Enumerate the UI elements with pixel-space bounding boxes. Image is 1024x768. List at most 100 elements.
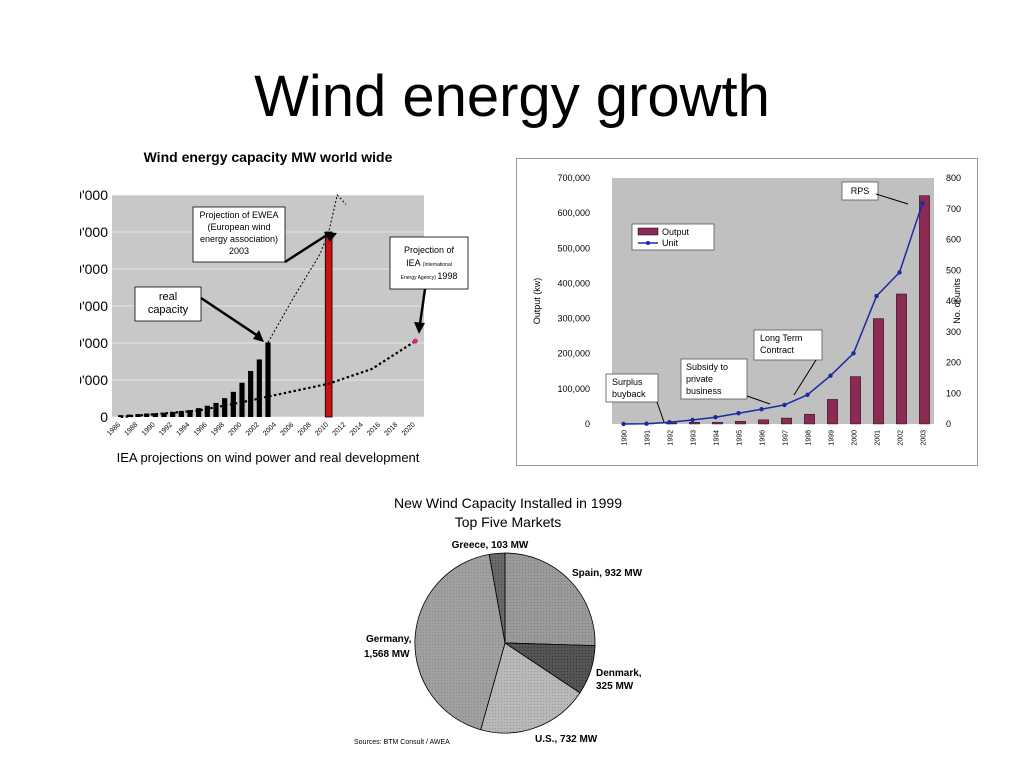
output-bar: [850, 376, 861, 425]
chart1-bar: [248, 370, 254, 417]
pie-chart: New Wind Capacity Installed in 1999 Top …: [354, 495, 643, 746]
chart1-xtick-label: 2002: [245, 421, 261, 437]
output-bar: [712, 422, 723, 425]
unit-point: [805, 392, 810, 397]
chart1-ytick-label: 20'000: [80, 372, 108, 388]
iea-annotation-text: IEA (International: [406, 258, 452, 268]
chart1-ytick-label: 60'000: [80, 298, 108, 314]
chart1-ytick-label: 80'000: [80, 261, 108, 277]
chart2-y2label: No. of units: [952, 278, 962, 324]
chart2-y2tick-label: 100: [946, 388, 961, 398]
pie-label-denmark-value: 325 MW: [596, 681, 634, 692]
pie-label-denmark-name: Denmark,: [596, 668, 642, 679]
iea-projection-line: [120, 340, 416, 419]
chart1-ytick-label: 100'000: [80, 224, 108, 240]
unit-point: [759, 407, 764, 412]
chart1-bar: [213, 402, 219, 417]
chart1-title: Wind energy capacity MW world wide: [144, 149, 393, 165]
output-bar: [781, 417, 792, 425]
real-capacity-text: capacity: [148, 304, 189, 316]
output-bar: [804, 413, 815, 425]
chart1-bar: [230, 391, 236, 417]
pie-label-germany-value: 1,568 MW: [364, 649, 410, 660]
chart2-y2tick-label: 800: [946, 173, 961, 183]
output-bar: [919, 195, 930, 425]
chart2-y2tick-label: 200: [946, 358, 961, 368]
chart1-xtick-label: 2016: [366, 421, 382, 437]
chart2-y2tick-label: 700: [946, 204, 961, 214]
chart2-xtick-label: 2001: [875, 430, 882, 446]
chart2-xtick-label: 1994: [714, 430, 721, 446]
unit-series-line: [623, 202, 924, 425]
svg-text:private: private: [686, 374, 713, 384]
chart1-bar: [170, 412, 176, 417]
svg-text:Surplus: Surplus: [612, 377, 643, 387]
chart2-ytick-label: 400,000: [557, 278, 590, 288]
pie-label-germany-name: Germany,: [366, 634, 412, 645]
output-bar: [873, 318, 884, 425]
chart2-xtick-label: 2003: [921, 430, 928, 446]
chart1-xtick-label: 2006: [279, 421, 295, 437]
unit-point: [644, 421, 649, 426]
chart1-xtick-label: 2018: [383, 421, 399, 437]
chart1-bar: [256, 359, 262, 417]
unit-point: [851, 351, 856, 356]
chart1-bar: [196, 408, 202, 417]
chart2-y2tick-label: 500: [946, 265, 961, 275]
chart2-xtick-label: 2002: [898, 430, 905, 446]
iea-annotation-text: Energy Agency) 1998: [401, 271, 458, 281]
surplus-buyback-annotation: Surplus buyback: [605, 373, 665, 423]
chart2-xtick-label: 1990: [622, 430, 629, 446]
chart2-ytick-label: 600,000: [557, 208, 590, 218]
legend-output: Output: [662, 227, 690, 237]
iea-annotation-text: Projection of: [404, 245, 455, 255]
chart1-bar: [222, 398, 228, 417]
chart2-y2tick-label: 600: [946, 235, 961, 245]
chart1-xtick-label: 2020: [401, 421, 417, 437]
real-capacity-arrowhead: [253, 330, 264, 342]
unit-point: [690, 417, 695, 423]
chart2-y2tick-label: 0: [946, 419, 951, 429]
ewea-annotation-text: Projection of EWEA: [199, 210, 278, 220]
iea-arrowhead: [414, 322, 425, 334]
unit-point: [897, 270, 902, 275]
output-bar: [758, 419, 769, 425]
iea-arrow: [418, 288, 427, 325]
chart1-bar: [204, 405, 210, 417]
svg-text:business: business: [686, 386, 722, 396]
chart2-xtick-label: 1997: [783, 430, 790, 446]
chart2-ytick-label: 500,000: [557, 243, 590, 253]
unit-point: [667, 419, 672, 425]
chart2-xtick-label: 1991: [645, 430, 652, 446]
real-capacity-arrow: [200, 296, 259, 338]
ewea-annotation-box: [192, 206, 286, 263]
chart2-legend: Output Unit: [631, 223, 715, 251]
pie-label-spain: Spain, 932 MW: [572, 568, 643, 579]
pie-slice: [480, 642, 581, 734]
chart1-xtick-label: 1988: [123, 421, 139, 437]
ewea-annotation-text: (European wind: [207, 222, 270, 232]
ewea-projection-bar: [324, 231, 333, 418]
chart1-xtick-label: 2008: [297, 421, 313, 437]
pie-label-us: U.S., 732 MW: [535, 734, 598, 745]
chart1-xtick-label: 2010: [314, 421, 330, 437]
ewea-annotation-text: energy association): [200, 234, 278, 244]
chart2-xtick-label: 2000: [852, 430, 859, 446]
chart2-ytick-label: 100,000: [557, 384, 590, 394]
chart1-xtick-label: 1998: [210, 421, 226, 437]
pie-title: New Wind Capacity Installed in 1999: [394, 495, 622, 511]
chart1-xtick-label: 1990: [141, 421, 157, 437]
chart2-ylabel: Output (kw): [532, 278, 542, 325]
svg-text:Long Term: Long Term: [760, 333, 802, 343]
chart1-xtick-label: 2004: [262, 421, 278, 437]
chart1-xtick-label: 2000: [227, 421, 243, 437]
unit-point: [920, 201, 925, 206]
ewea-annotation-text: 2003: [229, 246, 249, 256]
pie-subtitle: Top Five Markets: [455, 514, 562, 530]
chart1-xtick-label: 1992: [158, 421, 174, 437]
ewea-arrow: [284, 231, 331, 264]
pie-slice: [414, 553, 506, 731]
unit-point: [828, 373, 833, 378]
pie-source: Sources: BTM Consult / AWEA: [354, 739, 450, 746]
chart2-ytick-label: 300,000: [557, 314, 590, 324]
